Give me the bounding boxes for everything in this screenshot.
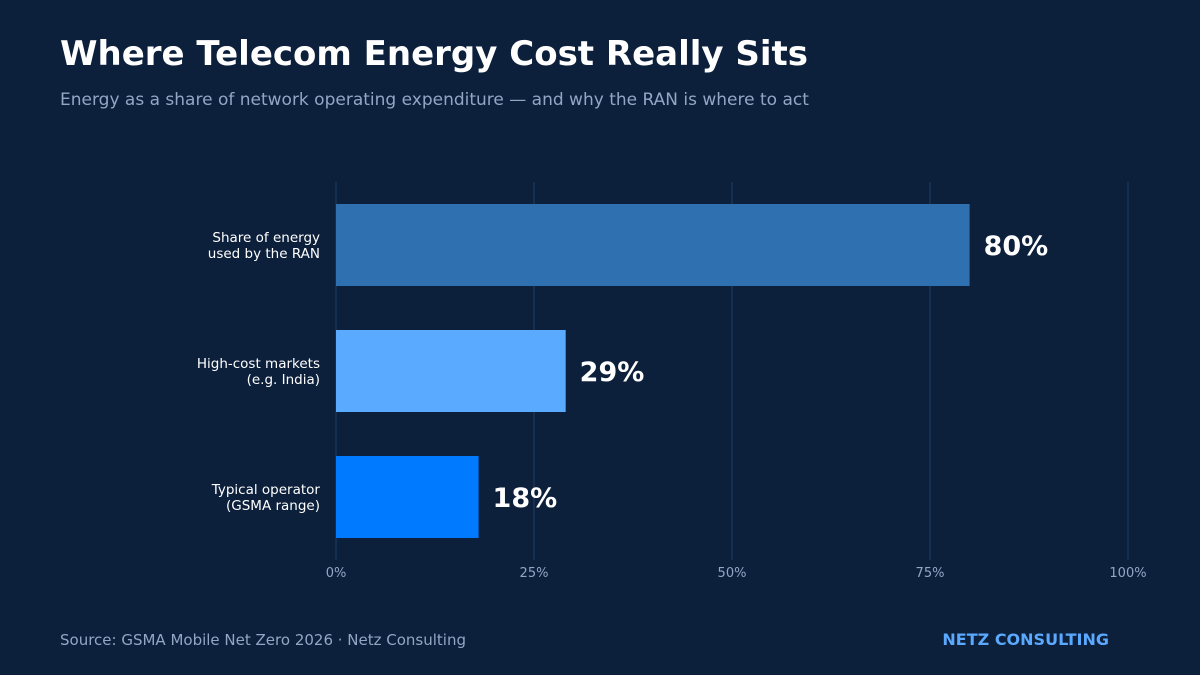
category-label-0: Share of energy used by the RAN <box>208 230 320 262</box>
bar-2 <box>336 456 479 538</box>
source-note: Source: GSMA Mobile Net Zero 2026 · Netz… <box>60 631 466 649</box>
bar-0 <box>336 204 970 286</box>
bar-1 <box>336 330 566 412</box>
x-tick-label-3: 75% <box>916 566 945 581</box>
category-label-2: Typical operator (GSMA range) <box>211 482 321 514</box>
category-label-line: used by the RAN <box>208 246 320 262</box>
category-label-line: (GSMA range) <box>226 498 320 514</box>
page-title: Where Telecom Energy Cost Really Sits <box>60 34 809 74</box>
x-tick-label-4: 100% <box>1109 566 1146 581</box>
x-tick-label-1: 25% <box>520 566 549 581</box>
category-label-line: Share of energy <box>212 230 320 246</box>
value-label-0: 80% <box>984 231 1049 262</box>
value-label-1: 29% <box>580 357 645 388</box>
x-tick-label-0: 0% <box>326 566 347 581</box>
value-label-2: 18% <box>493 483 558 514</box>
brand-logo-text: NETZ CONSULTING <box>942 630 1109 649</box>
page-subtitle: Energy as a share of network operating e… <box>60 90 809 110</box>
x-tick-label-2: 50% <box>718 566 747 581</box>
category-label-1: High-cost markets (e.g. India) <box>197 356 320 388</box>
category-label-line: High-cost markets <box>197 356 320 372</box>
category-label-line: (e.g. India) <box>247 372 320 388</box>
category-label-line: Typical operator <box>211 482 321 498</box>
